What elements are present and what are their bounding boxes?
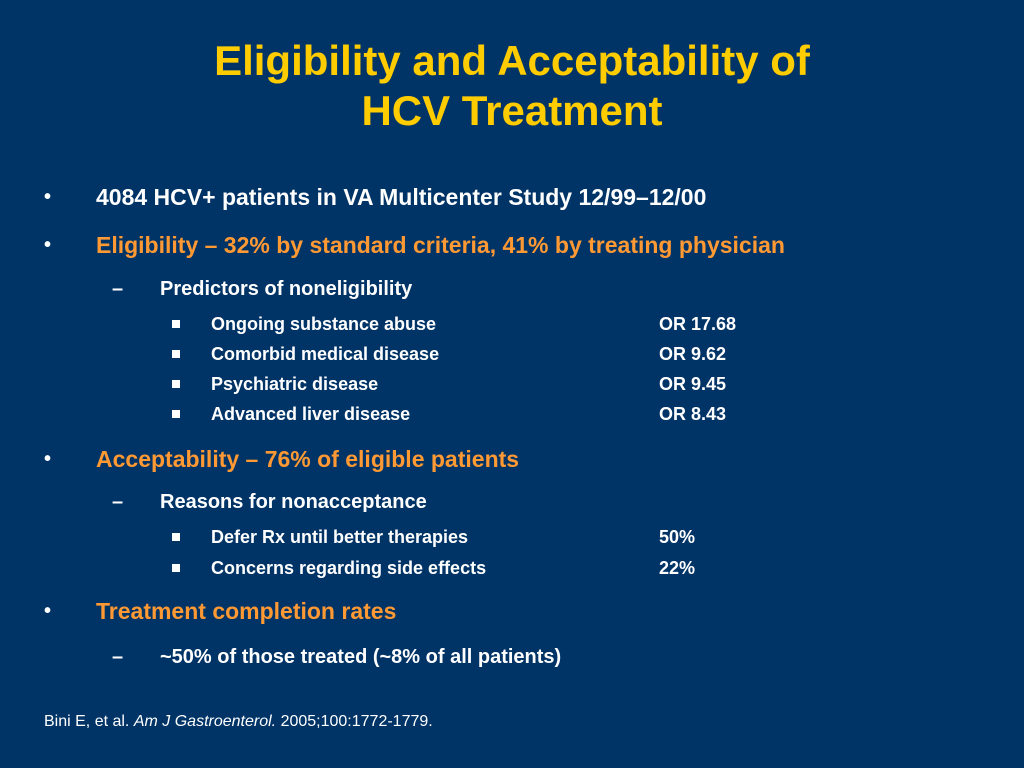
item-value: OR 9.62 [659,344,727,364]
bullet-icon: • [44,448,52,470]
bullet-text: Eligibility – 32% by standard criteria, … [96,232,785,258]
square-bullet-icon [172,564,180,572]
dash-icon: – [112,646,124,668]
sub-bullet-text: Reasons for nonacceptance [160,491,427,513]
bullet-text: 4084 HCV+ patients in VA Multicenter Stu… [96,184,707,210]
item-label: Psychiatric disease [211,374,379,394]
square-bullet-icon [172,410,180,418]
item-value: OR 17.68 [659,314,737,334]
slide-title: Eligibility and Acceptability of HCV Tre… [0,36,1024,136]
dash-icon: – [112,491,124,513]
bullet-text: Acceptability – 76% of eligible patients [96,446,520,472]
citation-journal: Am J Gastroenterol. [133,713,277,730]
item-value: 50% [659,527,696,547]
dash-icon: – [112,278,124,300]
sub-bullet-text: Predictors of noneligibility [160,278,413,300]
bullet-icon: • [44,186,52,208]
item-label: Comorbid medical disease [211,344,440,364]
item-label: Ongoing substance abuse [211,314,437,334]
item-label: Concerns regarding side effects [211,558,487,578]
citation-details: 2005;100:1772-1779. [280,713,433,730]
slide-title-line-1: Eligibility and Acceptability of [214,37,810,84]
sub-bullet-text: ~50% of those treated (~8% of all patien… [160,646,562,668]
item-value: OR 8.43 [659,404,727,424]
square-bullet-icon [172,533,180,541]
square-bullet-icon [172,380,180,388]
item-label: Defer Rx until better therapies [211,527,469,547]
square-bullet-icon [172,350,180,358]
bullet-text: Treatment completion rates [96,598,397,624]
square-bullet-icon [172,320,180,328]
bullet-icon: • [44,600,52,622]
bullet-icon: • [44,234,52,256]
item-value: 22% [659,558,696,578]
citation-authors: Bini E, et al. [44,713,130,730]
slide-title-line-2: HCV Treatment [361,87,663,134]
item-value: OR 9.45 [659,374,727,394]
item-label: Advanced liver disease [211,404,411,424]
citation: Bini E, et al. Am J Gastroenterol. 2005;… [44,711,433,733]
